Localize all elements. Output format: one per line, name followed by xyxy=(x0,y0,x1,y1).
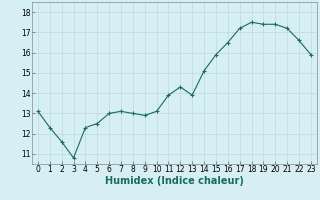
X-axis label: Humidex (Indice chaleur): Humidex (Indice chaleur) xyxy=(105,176,244,186)
